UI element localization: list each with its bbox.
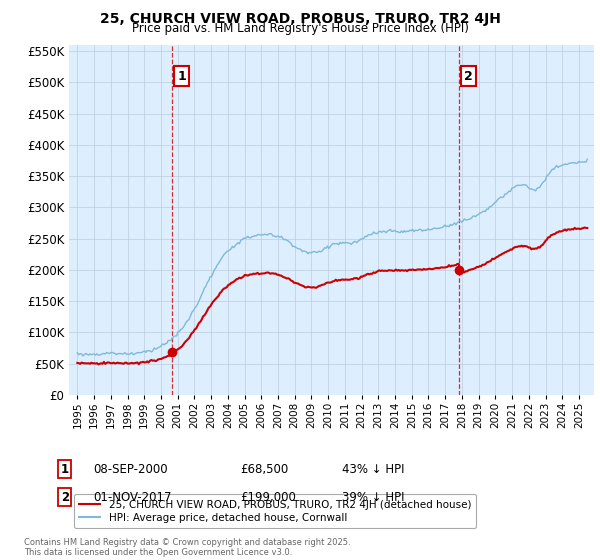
Text: 2: 2: [61, 491, 69, 504]
Legend: 25, CHURCH VIEW ROAD, PROBUS, TRURO, TR2 4JH (detached house), HPI: Average pric: 25, CHURCH VIEW ROAD, PROBUS, TRURO, TR2…: [74, 494, 476, 528]
Text: 2: 2: [464, 69, 473, 82]
Text: 08-SEP-2000: 08-SEP-2000: [93, 463, 167, 476]
Text: 39% ↓ HPI: 39% ↓ HPI: [342, 491, 404, 504]
Text: 01-NOV-2017: 01-NOV-2017: [93, 491, 172, 504]
Text: £68,500: £68,500: [240, 463, 288, 476]
Text: Contains HM Land Registry data © Crown copyright and database right 2025.
This d: Contains HM Land Registry data © Crown c…: [24, 538, 350, 557]
Text: Price paid vs. HM Land Registry's House Price Index (HPI): Price paid vs. HM Land Registry's House …: [131, 22, 469, 35]
Text: 43% ↓ HPI: 43% ↓ HPI: [342, 463, 404, 476]
Text: 1: 1: [61, 463, 69, 476]
Text: 1: 1: [178, 69, 186, 82]
Text: 25, CHURCH VIEW ROAD, PROBUS, TRURO, TR2 4JH: 25, CHURCH VIEW ROAD, PROBUS, TRURO, TR2…: [100, 12, 500, 26]
Text: £199,000: £199,000: [240, 491, 296, 504]
